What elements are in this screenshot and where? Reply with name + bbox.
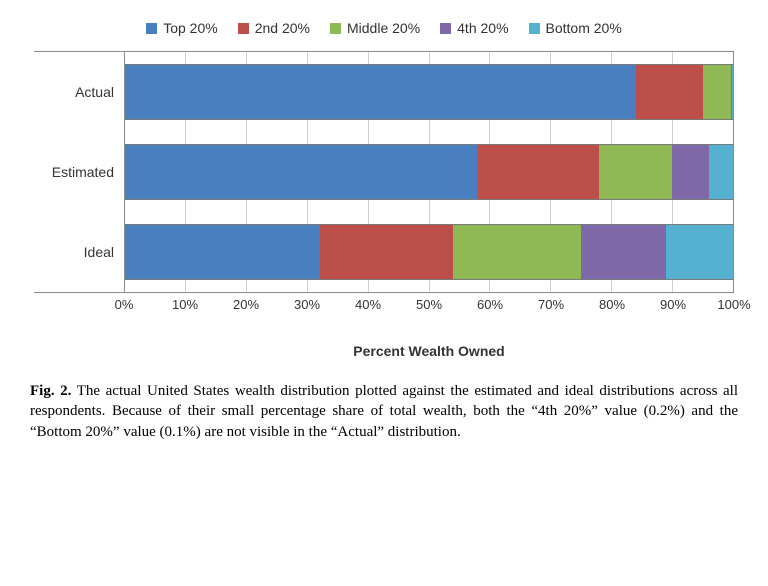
legend-item: Middle 20% xyxy=(330,20,420,36)
legend-item: Bottom 20% xyxy=(529,20,622,36)
legend-item: Top 20% xyxy=(146,20,217,36)
x-tick-label: 0% xyxy=(115,297,134,312)
legend-label: Top 20% xyxy=(163,20,217,36)
legend-label: Middle 20% xyxy=(347,20,420,36)
bar-row xyxy=(125,52,733,132)
bar-segment xyxy=(453,225,581,279)
bar-segment xyxy=(320,225,454,279)
legend-swatch xyxy=(440,23,451,34)
y-axis-label: Actual xyxy=(34,52,124,132)
bar-segment xyxy=(125,145,478,199)
legend-item: 4th 20% xyxy=(440,20,508,36)
y-axis-label: Ideal xyxy=(34,212,124,292)
legend-swatch xyxy=(330,23,341,34)
legend-swatch xyxy=(146,23,157,34)
bar-segment xyxy=(125,65,636,119)
x-tick-label: 60% xyxy=(477,297,503,312)
legend-label: Bottom 20% xyxy=(546,20,622,36)
bar-segment xyxy=(581,225,666,279)
stacked-bar xyxy=(125,64,733,120)
chart-plot-area: ActualEstimatedIdeal xyxy=(34,51,734,293)
wealth-distribution-chart: Top 20% 2nd 20% Middle 20% 4th 20% Bottom 20… xyxy=(34,20,734,359)
x-tick-label: 80% xyxy=(599,297,625,312)
x-tick-label: 20% xyxy=(233,297,259,312)
caption-prefix: Fig. 2. xyxy=(30,383,71,399)
bars-area xyxy=(124,52,733,292)
x-tick-label: 100% xyxy=(717,297,750,312)
x-axis-title: Percent Wealth Owned xyxy=(124,343,734,359)
legend-label: 4th 20% xyxy=(457,20,508,36)
y-axis-labels: ActualEstimatedIdeal xyxy=(34,52,124,292)
x-tick-label: 40% xyxy=(355,297,381,312)
bar-rows xyxy=(125,52,733,292)
x-tick-label: 10% xyxy=(172,297,198,312)
bar-row xyxy=(125,212,733,292)
x-tick-label: 70% xyxy=(538,297,564,312)
x-tick-label: 90% xyxy=(660,297,686,312)
legend-item: 2nd 20% xyxy=(238,20,310,36)
stacked-bar xyxy=(125,224,733,280)
bar-segment xyxy=(703,65,732,119)
y-axis-label: Estimated xyxy=(34,132,124,212)
legend-swatch xyxy=(238,23,249,34)
bar-segment xyxy=(672,145,708,199)
bar-segment xyxy=(478,145,600,199)
caption-text: The actual United States wealth distribu… xyxy=(30,383,738,440)
bar-segment xyxy=(599,145,672,199)
x-axis-tick-labels: 0%10%20%30%40%50%60%70%80%90%100% xyxy=(124,297,734,317)
bar-row xyxy=(125,132,733,212)
legend-swatch xyxy=(529,23,540,34)
stacked-bar xyxy=(125,144,733,200)
figure-caption: Fig. 2. The actual United States wealth … xyxy=(30,381,738,442)
bar-segment xyxy=(709,145,733,199)
x-tick-label: 50% xyxy=(416,297,442,312)
bar-segment xyxy=(666,225,733,279)
chart-legend: Top 20% 2nd 20% Middle 20% 4th 20% Bottom 20… xyxy=(34,20,734,36)
legend-label: 2nd 20% xyxy=(255,20,310,36)
bar-segment xyxy=(732,65,733,119)
bar-segment xyxy=(125,225,320,279)
x-tick-label: 30% xyxy=(294,297,320,312)
bar-segment xyxy=(636,65,703,119)
